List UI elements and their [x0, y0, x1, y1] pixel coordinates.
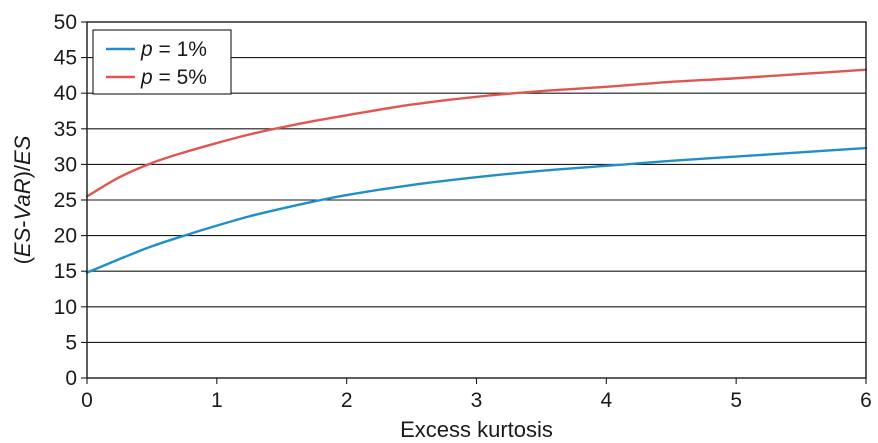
y-axis-ticks: 0 5 10 15 20 25 30 35 40 45 50 [54, 11, 87, 390]
series-line-2 [85, 68, 868, 198]
y-tick-label-20: 20 [54, 225, 77, 248]
x-tick-label-1: 1 [211, 389, 223, 412]
y-axis-title-part-0: ( [10, 256, 35, 264]
legend: p = 1%p = 5% [92, 29, 232, 95]
y-tick-label-40: 40 [54, 82, 77, 105]
y-axis-title-part-4: )/ [10, 164, 35, 178]
y-axis-title: (ES-VaR)/ES [10, 135, 35, 264]
y-tick-label-5: 5 [65, 331, 77, 354]
y-tick-label-35: 35 [54, 118, 77, 141]
y-tick-label-10: 10 [54, 296, 77, 319]
legend-label-2-part-1: = 5% [153, 66, 207, 89]
y-axis-title-part-2: - [10, 220, 35, 227]
series-line-1 [85, 146, 868, 274]
x-axis-title: Excess kurtosis [400, 417, 553, 442]
legend-label-2-part-0: p [140, 66, 153, 89]
y-tick-label-30: 30 [54, 153, 77, 176]
legend-label-2: p = 5% [140, 66, 207, 89]
legend-label-1: p = 1% [140, 38, 207, 61]
y-tick-label-50: 50 [54, 11, 77, 34]
y-tick-label-15: 15 [54, 260, 77, 283]
x-tick-label-5: 5 [730, 389, 742, 412]
y-axis-title-part-5: ES [10, 135, 35, 165]
x-tick-label-3: 3 [471, 389, 483, 412]
y-tick-label-45: 45 [54, 47, 77, 70]
gridlines [87, 57, 866, 343]
y-axis-title-part-1: ES [10, 227, 35, 257]
legend-box [92, 29, 232, 95]
x-tick-label-4: 4 [600, 389, 612, 412]
y-axis-title-part-3: VaR [10, 178, 35, 220]
x-axis-ticks: 0 1 2 3 4 5 6 [81, 378, 872, 412]
legend-label-1-part-1: = 1% [153, 38, 207, 61]
y-tick-label-0: 0 [65, 367, 77, 390]
x-tick-label-2: 2 [341, 389, 353, 412]
y-tick-label-25: 25 [54, 189, 77, 212]
x-tick-label-0: 0 [81, 389, 93, 412]
x-tick-label-6: 6 [860, 389, 872, 412]
series-lines [85, 68, 868, 274]
legend-label-1-part-0: p [140, 38, 153, 61]
